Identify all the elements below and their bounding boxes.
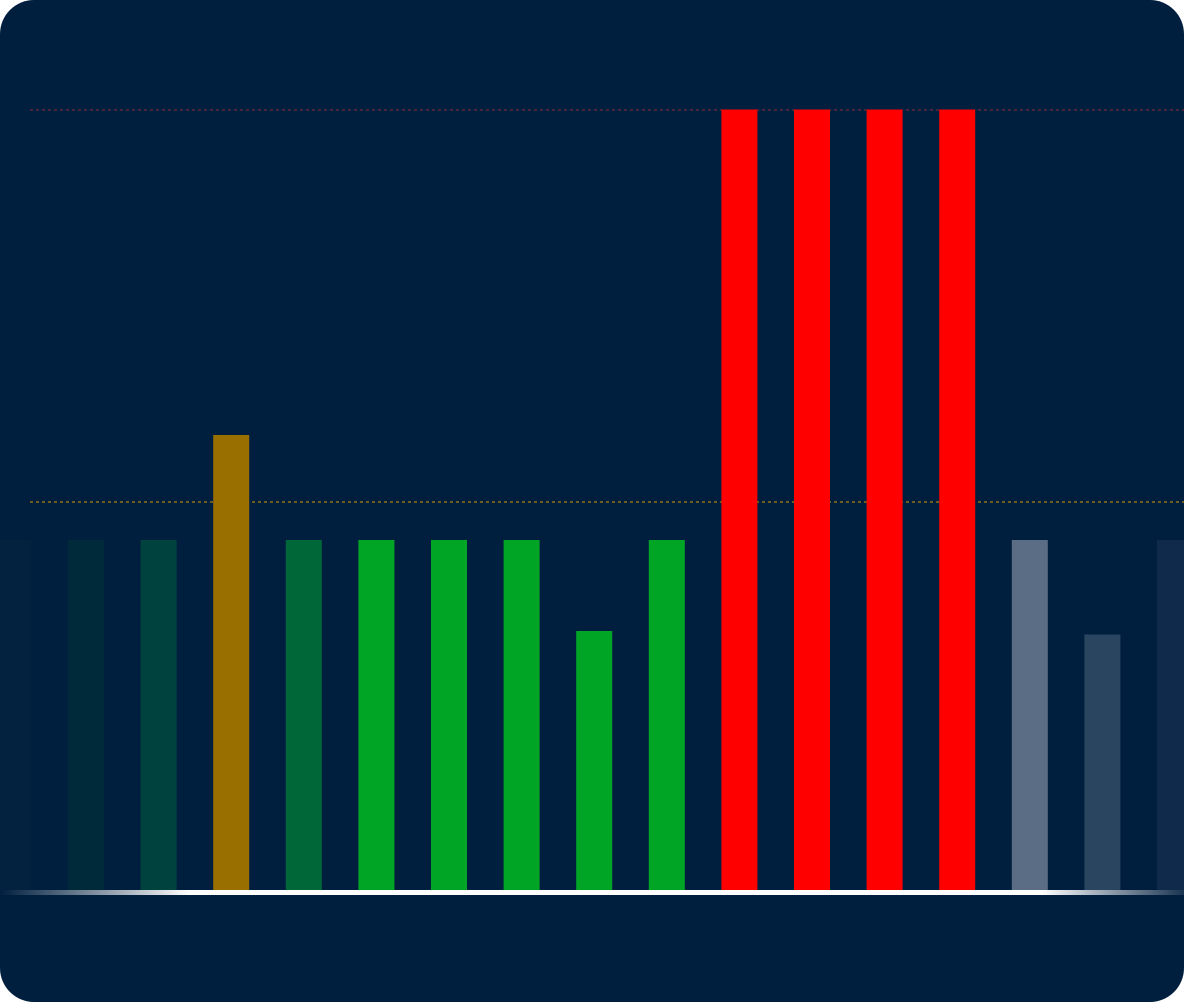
- bar: [1011, 540, 1048, 890]
- bar: [648, 540, 685, 890]
- bar: [576, 631, 613, 890]
- bar: [794, 109, 830, 890]
- bar: [1157, 540, 1184, 890]
- bar: [285, 540, 322, 890]
- baseline-axis: [0, 890, 1184, 895]
- bar: [1084, 634, 1121, 890]
- bar: [431, 540, 467, 890]
- bar: [939, 109, 976, 890]
- bar: [866, 109, 903, 890]
- bar: [358, 540, 395, 890]
- bar: [140, 540, 177, 890]
- bar: [0, 540, 32, 890]
- bar: [213, 435, 250, 890]
- bar: [68, 540, 104, 890]
- bar: [721, 109, 758, 890]
- bar: [503, 540, 540, 890]
